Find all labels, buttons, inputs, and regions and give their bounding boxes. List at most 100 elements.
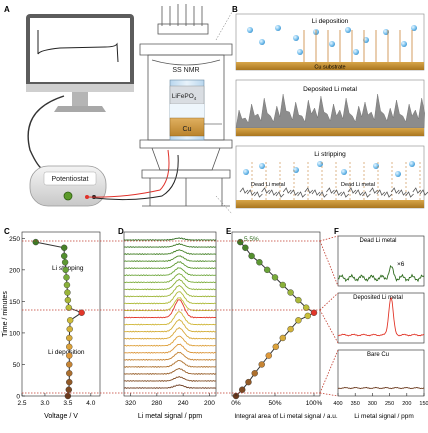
f-spectrum <box>337 297 425 337</box>
xtick-label: 3.5 <box>63 400 72 407</box>
nmr-spectrum <box>123 291 217 305</box>
voltage-point <box>65 386 73 393</box>
xtick-label: 280 <box>151 400 162 407</box>
li-ion <box>293 167 299 173</box>
voltage-point <box>62 266 69 274</box>
mossy-li-metal <box>235 93 425 129</box>
integral-point <box>245 378 252 386</box>
xtick-label: 400 <box>333 401 342 407</box>
red-lead <box>87 149 170 198</box>
li-ion <box>353 49 359 55</box>
cu-substrate <box>236 62 424 70</box>
dead-li-shard <box>254 191 263 198</box>
integral-curve <box>232 238 318 400</box>
integral-point <box>310 309 318 316</box>
monitor <box>26 14 134 112</box>
integral-point <box>237 238 244 246</box>
stripping-substrate <box>236 200 424 208</box>
integral-line <box>235 241 315 397</box>
dotted-line <box>319 309 339 344</box>
nmr-spectrum <box>123 375 217 382</box>
integral-point <box>287 289 294 296</box>
integral-point <box>242 244 249 251</box>
xtick-label: 0% <box>231 400 241 407</box>
ytick-label: 250 <box>9 236 20 243</box>
dead-li-shard <box>354 189 364 196</box>
voltage-point <box>64 296 72 304</box>
nmr-spectrum <box>123 267 217 277</box>
voltage-point <box>64 392 72 400</box>
dead-li-shard <box>333 189 342 196</box>
dead-li-shard <box>419 189 428 196</box>
integral-point <box>256 259 263 266</box>
nmr-spectrum <box>123 243 217 248</box>
li-ion <box>275 25 281 31</box>
panel-c-xticks: 2.5 3.0 3.5 4.0 <box>17 393 96 407</box>
f-subplot-frame <box>337 235 425 287</box>
panel-f-label: F <box>334 227 339 236</box>
integral-point <box>271 274 279 281</box>
dead-li-shard <box>318 191 328 198</box>
integral-point <box>303 304 310 311</box>
electrolyte-layer <box>170 104 204 118</box>
stripping-ions <box>243 161 421 200</box>
voltage-point <box>66 352 73 359</box>
nmr-spectrum <box>123 237 217 241</box>
integral-point <box>295 317 302 324</box>
dead-li-shard <box>297 191 306 198</box>
nmr-spectrum <box>123 249 217 256</box>
dead-li-shard <box>405 191 414 198</box>
dead-li-shard <box>340 191 350 198</box>
panel-e-axes <box>231 231 321 397</box>
stripping-title: Li stripping <box>314 151 346 158</box>
panel-d: D 320 280 240 200 Li metal signal / ppm <box>118 227 217 420</box>
probe-cap <box>157 23 209 35</box>
f-subplot-frame <box>337 292 425 344</box>
voltage-point <box>78 309 85 316</box>
integral-point <box>264 266 271 274</box>
panel-e-xlabel: Integral area of Li metal signal / a.u. <box>234 413 338 420</box>
panel-a: A Potentiostat <box>4 4 233 215</box>
f-title-dead: Dead Li metal <box>359 238 396 244</box>
nmr-spectrum <box>123 384 217 389</box>
dotted-line <box>319 349 339 394</box>
li-ion <box>383 29 389 35</box>
nmr-spectrum <box>123 297 217 312</box>
panel-c-yticks: 0 50 100 150 200 250 <box>9 236 25 401</box>
li-ion <box>259 39 265 45</box>
li-ion <box>345 27 351 33</box>
anode-layer <box>169 117 205 137</box>
substrate-label: Cu substrate <box>314 65 345 71</box>
panel-b-label: B <box>232 5 238 14</box>
usb-cable <box>27 95 65 171</box>
f-multiplier: ×6 <box>397 261 405 268</box>
nmr-spectrum <box>123 299 217 319</box>
nmr-spectrum <box>123 255 217 263</box>
integral-point <box>287 325 294 333</box>
voltage-point <box>63 274 70 281</box>
voltage-point <box>64 289 71 296</box>
dead-li-shard <box>362 191 371 198</box>
dead-li-shard <box>311 189 321 196</box>
integral-point <box>272 343 279 350</box>
panel-c-xlabel: Voltage / V <box>44 413 78 420</box>
panel-f-subplots: 400 350 300 250 200 150 <box>333 235 428 407</box>
dead-li-shard <box>369 187 378 194</box>
black-lead <box>94 154 179 201</box>
xtick-label: 240 <box>178 400 189 407</box>
nmr-spectrum <box>123 335 217 347</box>
dead-li-shard <box>390 187 400 194</box>
nmr-spectrum <box>123 273 217 284</box>
dead-li-shard <box>326 187 335 194</box>
integral-point <box>239 386 246 393</box>
monitor-base <box>54 106 106 112</box>
voltage-point <box>66 334 73 342</box>
dead-li-shard <box>275 191 285 198</box>
residual-percent: 5.5% <box>244 236 259 243</box>
integral-point <box>295 296 302 304</box>
nmr-spectrum <box>123 326 217 340</box>
panel-c-label: C <box>4 227 10 236</box>
voltage-point <box>66 370 73 377</box>
dead-li-shard <box>261 187 270 194</box>
f-title-deposited: Deposited Li metal <box>353 295 403 301</box>
